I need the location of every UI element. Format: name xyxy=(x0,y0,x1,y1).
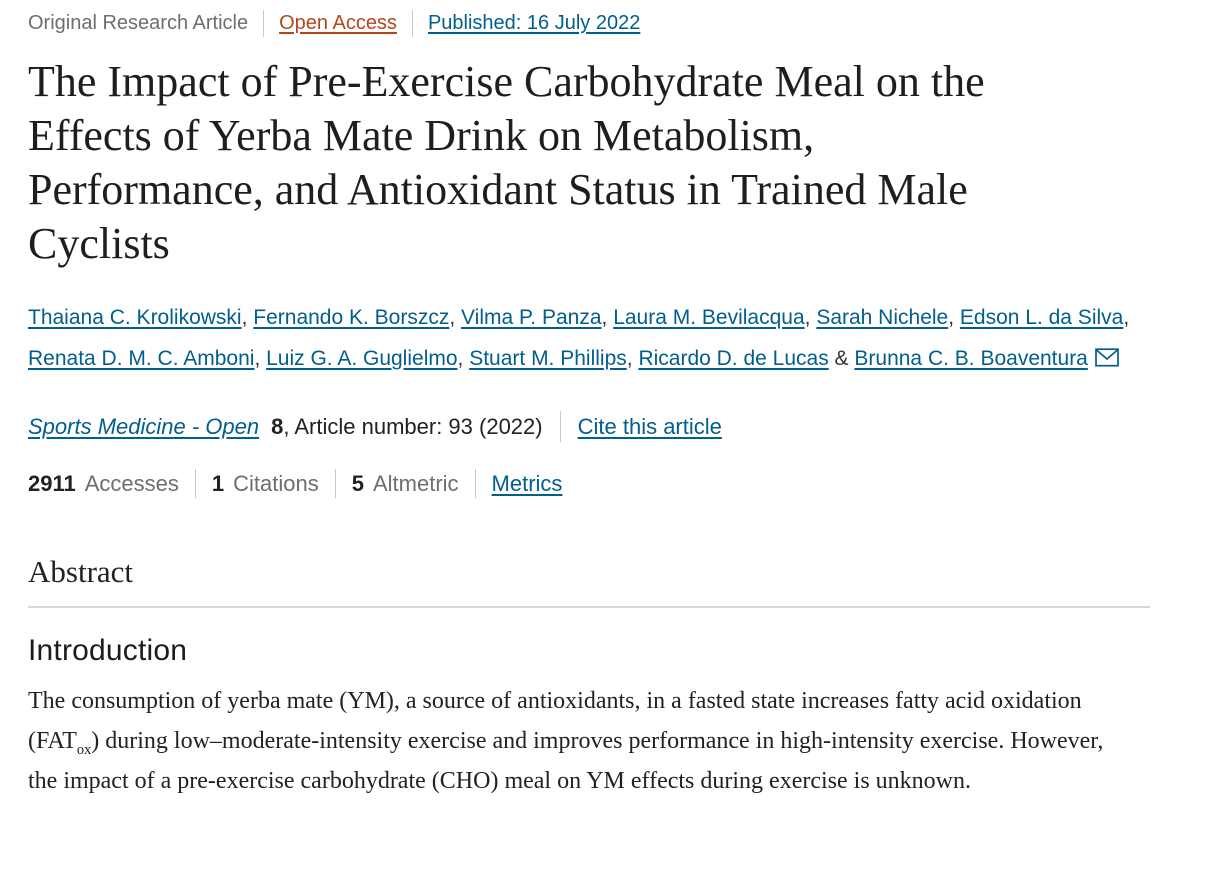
author-separator: , xyxy=(601,306,614,329)
article-page: Original Research Article Open Access Pu… xyxy=(28,10,1150,801)
author-separator: , xyxy=(948,306,960,329)
metrics-divider xyxy=(334,469,336,498)
altmetric-count: 5 xyxy=(351,470,364,496)
author-list: Thaiana C. Krolikowski, Fernando K. Bors… xyxy=(28,306,1129,370)
journal-name-link[interactable]: Sports Medicine - Open xyxy=(28,413,260,439)
author-link[interactable]: Renata D. M. C. Amboni xyxy=(28,347,255,370)
article-metrics-row: 2911 Accesses 1 Citations 5 Altmetric Me… xyxy=(28,469,1150,498)
author-link[interactable]: Ricardo D. de Lucas xyxy=(638,347,829,370)
section-divider xyxy=(28,606,1150,608)
metrics-divider xyxy=(474,469,476,498)
author-link[interactable]: Sarah Nichele xyxy=(816,306,949,329)
journal-divider xyxy=(559,411,561,442)
citations-count: 1 xyxy=(211,470,225,496)
citations-label: Citations xyxy=(233,470,319,496)
journal-volume: 8 xyxy=(271,413,284,439)
author-separator: , xyxy=(626,347,639,370)
subscript-ox: ox xyxy=(76,741,92,758)
author-link[interactable]: Stuart M. Phillips xyxy=(469,347,627,370)
accesses-count: 2911 xyxy=(28,470,76,496)
abstract-heading: Abstract xyxy=(28,554,134,589)
author-separator: & xyxy=(828,347,855,370)
author-separator: , xyxy=(254,347,267,370)
accesses-label: Accesses xyxy=(84,470,179,496)
author-separator: , xyxy=(1123,306,1130,329)
introduction-heading: Introduction xyxy=(28,634,188,667)
author-separator: , xyxy=(449,306,462,329)
author-link[interactable]: Laura M. Bevilacqua xyxy=(613,306,805,329)
meta-divider xyxy=(263,10,265,37)
author-link[interactable]: Edson L. da Silva xyxy=(959,306,1124,329)
altmetric-label: Altmetric xyxy=(372,470,459,496)
article-type-label: Original Research Article xyxy=(28,12,249,34)
article-number-text: , Article number: 93 (2022) xyxy=(283,413,543,439)
cite-article-link[interactable]: Cite this article xyxy=(577,413,722,439)
article-title: The Impact of Pre-Exercise Carbohydrate … xyxy=(28,57,985,268)
introduction-paragraph: The consumption of yerba mate (YM), a so… xyxy=(28,681,1132,801)
metrics-divider xyxy=(194,469,196,498)
author-link[interactable]: Luiz G. A. Guglielmo xyxy=(266,347,458,370)
metrics-link[interactable]: Metrics xyxy=(491,470,563,496)
published-date-link[interactable]: Published: 16 July 2022 xyxy=(427,12,641,34)
article-meta-row: Original Research Article Open Access Pu… xyxy=(28,10,1150,37)
author-link[interactable]: Brunna C. B. Boaventura xyxy=(854,347,1088,370)
author-separator: , xyxy=(804,306,817,329)
journal-info-row: Sports Medicine - Open 8 , Article numbe… xyxy=(28,411,1150,442)
author-link[interactable]: Vilma P. Panza xyxy=(461,306,602,329)
envelope-icon[interactable] xyxy=(1095,338,1119,379)
open-access-link[interactable]: Open Access xyxy=(279,12,397,34)
meta-divider xyxy=(411,10,413,37)
paragraph-text-part2: ) during low–moderate-intensity exercise… xyxy=(28,728,1104,794)
authors-block: Thaiana C. Krolikowski, Fernando K. Bors… xyxy=(28,297,1150,379)
paragraph-text-part1: The consumption of yerba mate (YM), a so… xyxy=(28,688,1082,754)
author-link[interactable]: Thaiana C. Krolikowski xyxy=(28,306,242,329)
author-separator: , xyxy=(457,347,470,370)
author-separator: , xyxy=(241,306,254,329)
author-link[interactable]: Fernando K. Borszcz xyxy=(253,306,450,329)
